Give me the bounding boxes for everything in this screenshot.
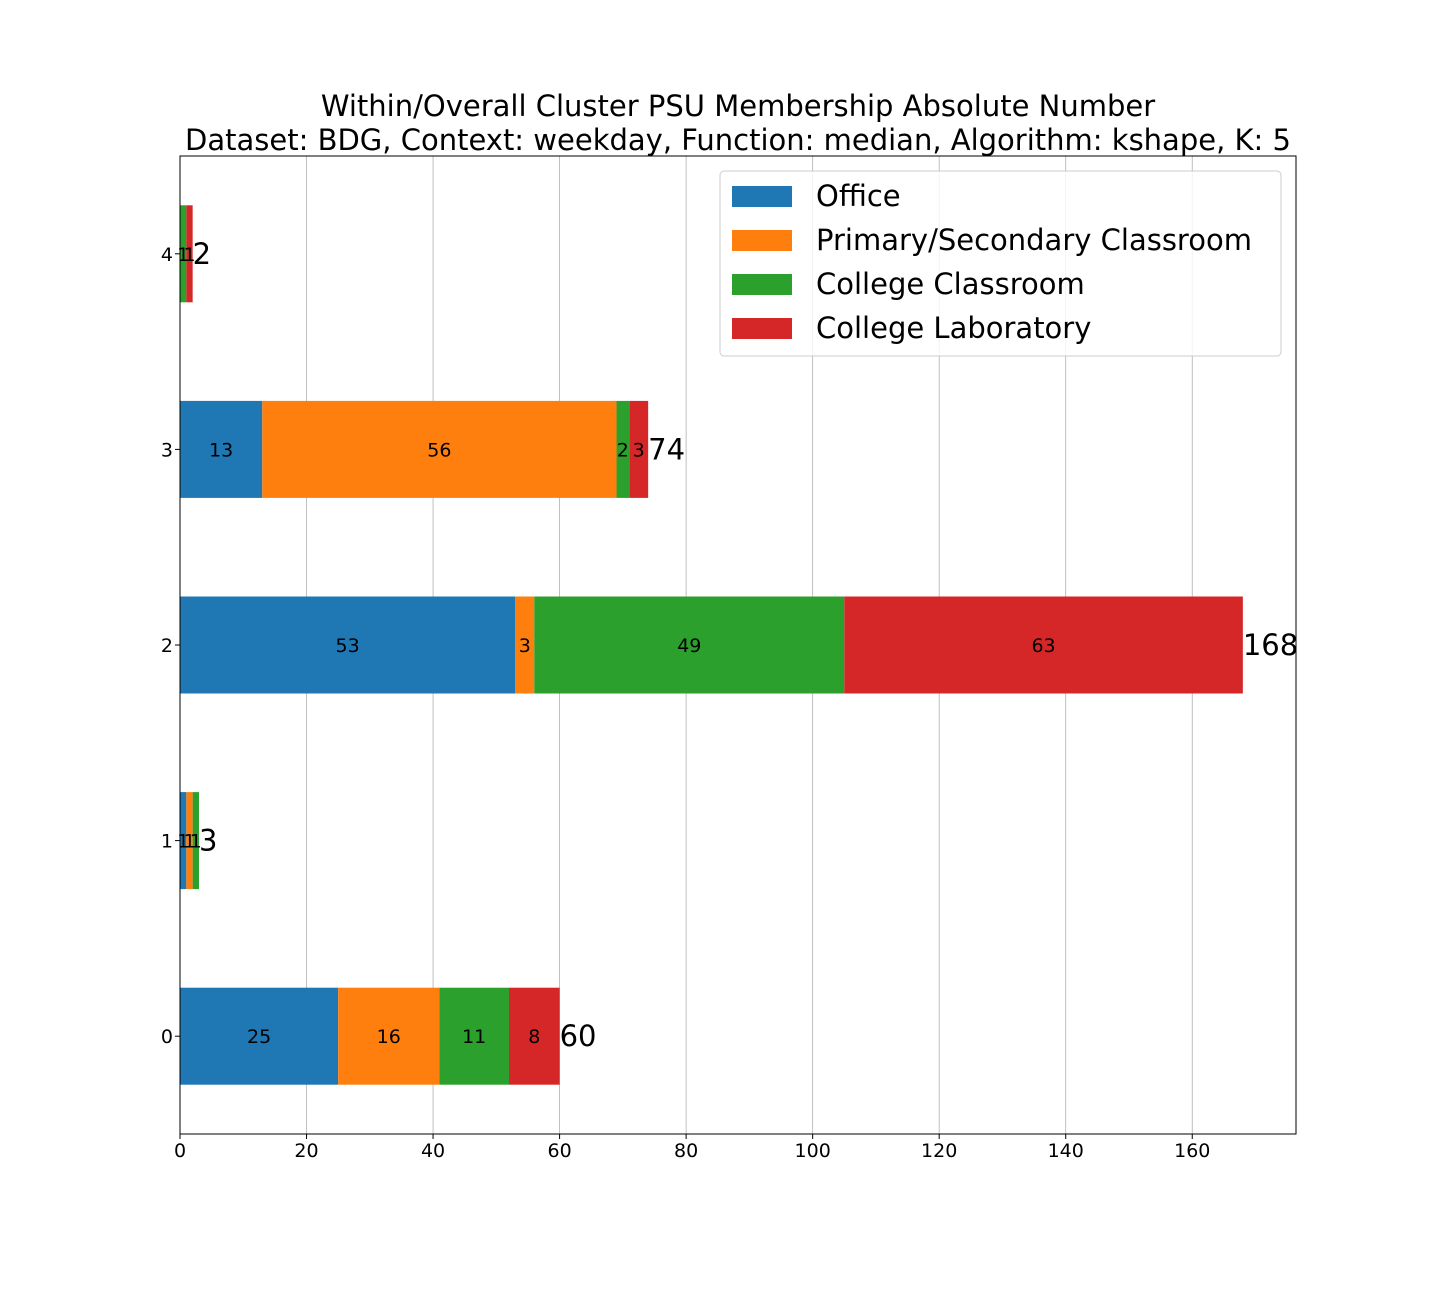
chart-title: Within/Overall Cluster PSU Membership Ab…: [185, 89, 1291, 157]
bar-1-primary-secondary-classroom: [186, 792, 193, 890]
data-label-3-0: 13: [209, 439, 233, 461]
data-label-3-1: 56: [427, 439, 451, 461]
bar-0-college-classroom: [439, 987, 509, 1085]
data-label-4-3: 1: [183, 244, 195, 266]
y-tick-label-0: 0: [161, 1026, 173, 1048]
total-label-2: 168: [1243, 628, 1298, 662]
x-tick-label-140: 140: [1048, 1140, 1084, 1162]
y-axis: 0 1 2 3 4: [161, 244, 180, 1048]
legend-swatch-1: [732, 230, 792, 251]
bar-0-office: [180, 987, 339, 1085]
bar-2-college-classroom: [534, 596, 845, 694]
x-tick-label-120: 120: [921, 1140, 957, 1162]
y-tick-label-3: 3: [161, 439, 173, 461]
bar-2-office: [180, 596, 516, 694]
bar-1-college-classroom: [192, 792, 199, 890]
total-label-3: 74: [648, 432, 685, 466]
data-label-1-2: 1: [190, 831, 202, 853]
bar-3-office: [180, 400, 263, 498]
bar-2-college-laboratory: [844, 596, 1243, 694]
data-label-2-2: 49: [677, 635, 701, 657]
chart-title-line-1: Within/Overall Cluster PSU Membership Ab…: [321, 89, 1155, 123]
data-label-0-1: 16: [377, 1026, 401, 1048]
x-tick-label-100: 100: [795, 1140, 831, 1162]
data-label-2-0: 53: [336, 635, 360, 657]
legend-frame: [719, 170, 1282, 357]
bar-3-college-laboratory: [629, 400, 649, 498]
chart-title-line-2: Dataset: BDG, Context: weekday, Function…: [185, 123, 1291, 157]
bars: [180, 205, 1243, 1085]
total-label-0: 60: [560, 1019, 597, 1053]
bar-3-college-classroom: [616, 400, 630, 498]
bar-0-college-laboratory: [508, 987, 560, 1085]
bar-0-primary-secondary-classroom: [338, 987, 440, 1085]
total-label-4: 2: [193, 237, 211, 271]
data-label-0-3: 8: [528, 1026, 540, 1048]
x-tick-label-20: 20: [294, 1140, 318, 1162]
bar-2-primary-secondary-classroom: [515, 596, 535, 694]
bar-3-primary-secondary-classroom: [262, 400, 617, 498]
bar-4-college-laboratory: [186, 205, 193, 303]
x-tick-label-160: 160: [1174, 1140, 1210, 1162]
x-tick-label-80: 80: [674, 1140, 698, 1162]
data-label-1-1: 1: [183, 831, 195, 853]
data-label-0-2: 11: [462, 1026, 486, 1048]
total-label-1: 3: [199, 824, 217, 858]
bar-1-office: [180, 792, 187, 890]
legend: Office Primary/Secondary Classroom College…: [719, 170, 1282, 357]
y-tick-label-1: 1: [161, 831, 173, 853]
legend-label-1: Primary/Secondary Classroom: [816, 223, 1252, 257]
data-label-3-2: 2: [617, 439, 629, 461]
x-tick-label-60: 60: [547, 1140, 571, 1162]
y-tick-label-4: 4: [161, 244, 173, 266]
legend-label-3: College Laboratory: [816, 311, 1091, 345]
data-label-3-3: 3: [633, 439, 645, 461]
data-label-0-0: 25: [247, 1026, 271, 1048]
legend-swatch-3: [732, 318, 792, 339]
y-tick-label-2: 2: [161, 635, 173, 657]
legend-label-2: College Classroom: [816, 267, 1085, 301]
legend-label-0: Office: [816, 179, 901, 213]
x-tick-label-40: 40: [421, 1140, 445, 1162]
x-axis: 0 20 40 60 80 100 120 140 160: [174, 1134, 1210, 1162]
x-tick-label-0: 0: [174, 1140, 186, 1162]
data-label-2-1: 3: [519, 635, 531, 657]
data-label-2-3: 63: [1031, 635, 1055, 657]
legend-swatch-0: [732, 186, 792, 207]
legend-swatch-2: [732, 274, 792, 295]
bar-4-college-classroom: [180, 205, 187, 303]
